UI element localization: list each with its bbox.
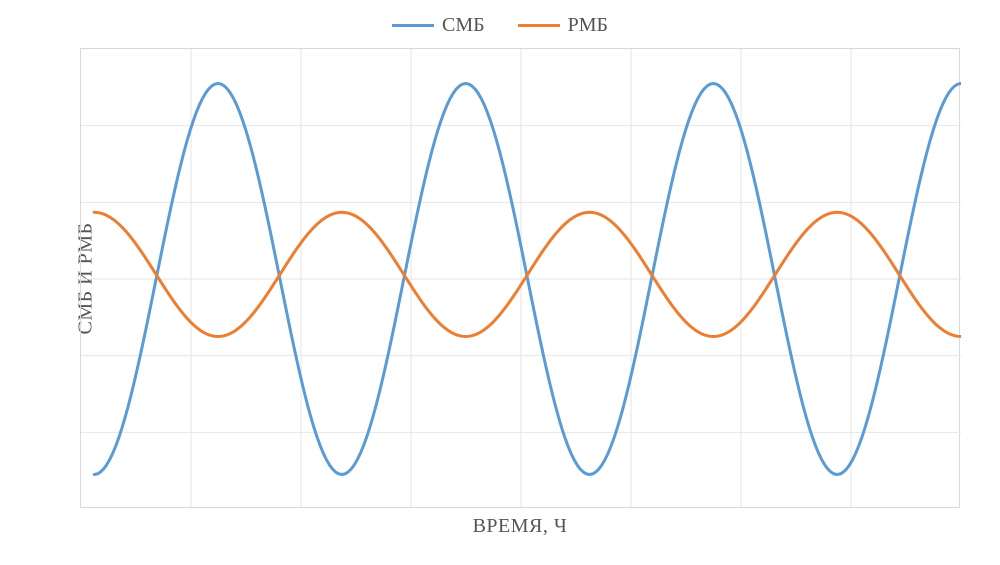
chart-svg (81, 49, 961, 509)
legend-label-smb: СМБ (442, 14, 485, 37)
legend-swatch-smb (392, 24, 434, 27)
legend-swatch-rmb (518, 24, 560, 27)
legend-label-rmb: РМБ (568, 14, 608, 37)
x-axis-title: ВРЕМЯ, Ч (80, 515, 960, 538)
plot-area (80, 48, 960, 508)
legend-item-rmb: РМБ (518, 14, 608, 37)
legend: СМБ РМБ (0, 10, 1000, 37)
legend-item-smb: СМБ (392, 14, 485, 37)
series-line-РМБ (94, 212, 961, 336)
chart-page: СМБ РМБ СМБ И РМБ ВРЕМЯ, Ч (0, 0, 1000, 565)
